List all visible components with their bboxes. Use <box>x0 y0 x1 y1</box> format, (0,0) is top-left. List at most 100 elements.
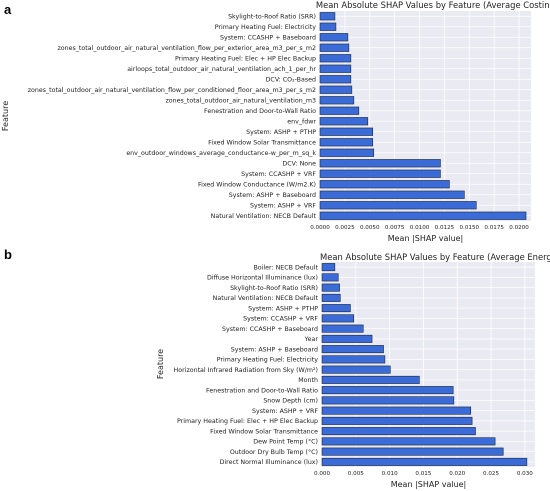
y-tick-label: env_outdoor_windows_average_conductance-… <box>126 150 316 157</box>
y-tick-label: Primary Heating Fuel: Electricity <box>217 357 319 364</box>
bar <box>321 355 386 364</box>
bar <box>319 22 337 31</box>
y-tick-label: Fenestration and Door-to-Wall Ratio <box>204 108 316 115</box>
y-tick-label: System: ASHP + VRF <box>252 408 318 415</box>
y-tick-label: DCV: None <box>282 160 316 167</box>
x-tick-label: 0.020 <box>449 471 465 477</box>
bar <box>321 345 384 354</box>
x-tick-label: 0.0025 <box>335 225 355 231</box>
y-tick-label: airloops_total_outdoor_air_natural_venti… <box>127 66 316 73</box>
bar <box>319 148 375 157</box>
bar <box>321 386 454 395</box>
y-tick-label: Horizontal Infrared Radiation from Sky (… <box>174 367 318 374</box>
bar <box>321 314 355 323</box>
x-axis-label: Mean |SHAP value| <box>391 480 467 489</box>
chart-title: Mean Absolute SHAP Values by Feature (Av… <box>320 252 550 262</box>
chart-panel-a: a Mean Absolute SHAP Values by Feature (A… <box>1 0 550 243</box>
y-tick-label: Snow Depth (cm) <box>263 398 318 405</box>
bar <box>319 201 477 210</box>
y-tick-label: zones_total_outdoor_air_natural_ventilat… <box>165 97 316 104</box>
bar <box>319 43 350 52</box>
x-axis-label: Mean |SHAP value| <box>388 234 464 243</box>
y-tick-label: System: ASHP + VRF <box>250 202 316 209</box>
y-tick-label: Fixed Window Solar Transmittance <box>210 428 318 435</box>
y-tick-label: Natural Ventilation: NECB Default <box>211 213 317 220</box>
bar <box>321 273 339 282</box>
bar <box>319 138 374 147</box>
bar <box>319 211 527 220</box>
x-tick-label: 0.0075 <box>385 225 405 231</box>
x-tick-label: 0.0100 <box>410 225 430 231</box>
y-tick-label: Primary Heating Fuel: Elec + HP Elec Bac… <box>177 418 318 425</box>
x-tick-label: 0.0200 <box>509 225 529 231</box>
chart-title: Mean Absolute SHAP Values by Feature (Av… <box>316 0 550 10</box>
bar <box>321 406 472 415</box>
bar <box>319 117 369 126</box>
y-tick-label: Primary Heating Fuel: Elec + HP Elec Bac… <box>175 55 316 62</box>
bar <box>319 106 360 115</box>
x-tick-label: 0.0175 <box>484 225 504 231</box>
bar <box>319 75 352 84</box>
y-tick-label: zones_total_outdoor_air_natural_ventilat… <box>28 87 316 94</box>
bar <box>321 293 341 302</box>
bar <box>319 85 353 94</box>
y-tick-label: System: ASHP + Baseboard <box>229 192 316 199</box>
panel-label: b <box>4 247 12 262</box>
y-axis-label: Feature <box>156 349 165 379</box>
y-tick-label: Outdoor Dry Bulb Temp (°C) <box>230 448 318 456</box>
x-tick-label: 0.010 <box>382 471 398 477</box>
y-tick-label: Month <box>298 377 318 384</box>
bar <box>321 375 420 384</box>
y-tick-label: Skylight-to-Roof Ratio (SRR) <box>228 13 316 20</box>
x-tick-label: 0.0150 <box>460 225 480 231</box>
bar <box>321 334 373 343</box>
y-tick-label: System: ASHP + Baseboard <box>231 346 318 353</box>
x-tick-label: 0.0000 <box>310 225 330 231</box>
y-tick-label: System: ASHP + PTHP <box>248 305 318 312</box>
panel-label: a <box>4 2 12 17</box>
bar <box>319 169 441 178</box>
bar <box>321 365 391 374</box>
bar <box>319 54 352 63</box>
bar <box>319 12 336 21</box>
y-tick-label: Primary Heating Fuel: Electricity <box>215 24 317 31</box>
y-tick-label: Skylight-to-Roof Ratio (SRR) <box>230 285 318 292</box>
y-tick-label: zones_total_outdoor_air_natural_ventilat… <box>57 45 316 52</box>
bar <box>321 263 336 272</box>
y-tick-label: Boiler: NECB Default <box>253 264 318 271</box>
y-tick-label: System: ASHP + PTHP <box>246 129 316 136</box>
bar <box>319 64 352 73</box>
y-tick-label: Fenestration and Door-to-Wall Ratio <box>206 387 318 394</box>
bar <box>321 396 455 405</box>
y-tick-label: Dew Point Temp (°C) <box>253 438 318 446</box>
bar <box>319 96 355 105</box>
bar <box>321 416 473 425</box>
y-axis-label: Feature <box>1 101 10 131</box>
x-tick-label: 0.000 <box>314 471 330 477</box>
y-tick-label: env_fdwr <box>287 118 316 125</box>
bar <box>321 447 504 456</box>
y-tick-label: Fixed Window Conductance (W/m2.K) <box>198 181 316 188</box>
bar <box>321 283 340 292</box>
y-tick-label: Natural Ventilation: NECB Default <box>213 295 319 302</box>
bar <box>321 324 364 333</box>
bar <box>319 180 450 189</box>
y-tick-label: System: CCASHP + Baseboard <box>220 34 316 41</box>
y-tick-label: Diffuse Horizontal Illuminance (lux) <box>207 275 318 282</box>
bar <box>321 304 351 313</box>
x-tick-label: 0.0050 <box>360 225 380 231</box>
bar <box>319 127 374 136</box>
y-tick-label: System: CCASHP + VRF <box>243 316 318 323</box>
y-tick-label: Fixed Window Solar Transmittance <box>208 139 316 146</box>
plot-area <box>322 262 535 467</box>
x-tick-label: 0.005 <box>348 471 364 477</box>
bar <box>319 159 441 168</box>
bar <box>321 437 496 446</box>
bar <box>321 427 476 436</box>
y-tick-label: System: CCASHP + Baseboard <box>222 326 318 333</box>
y-tick-label: Direct Normal Illuminance (lux) <box>220 459 318 466</box>
x-tick-label: 0.015 <box>415 471 431 477</box>
x-tick-label: 0.0125 <box>435 225 455 231</box>
bar <box>319 33 349 42</box>
